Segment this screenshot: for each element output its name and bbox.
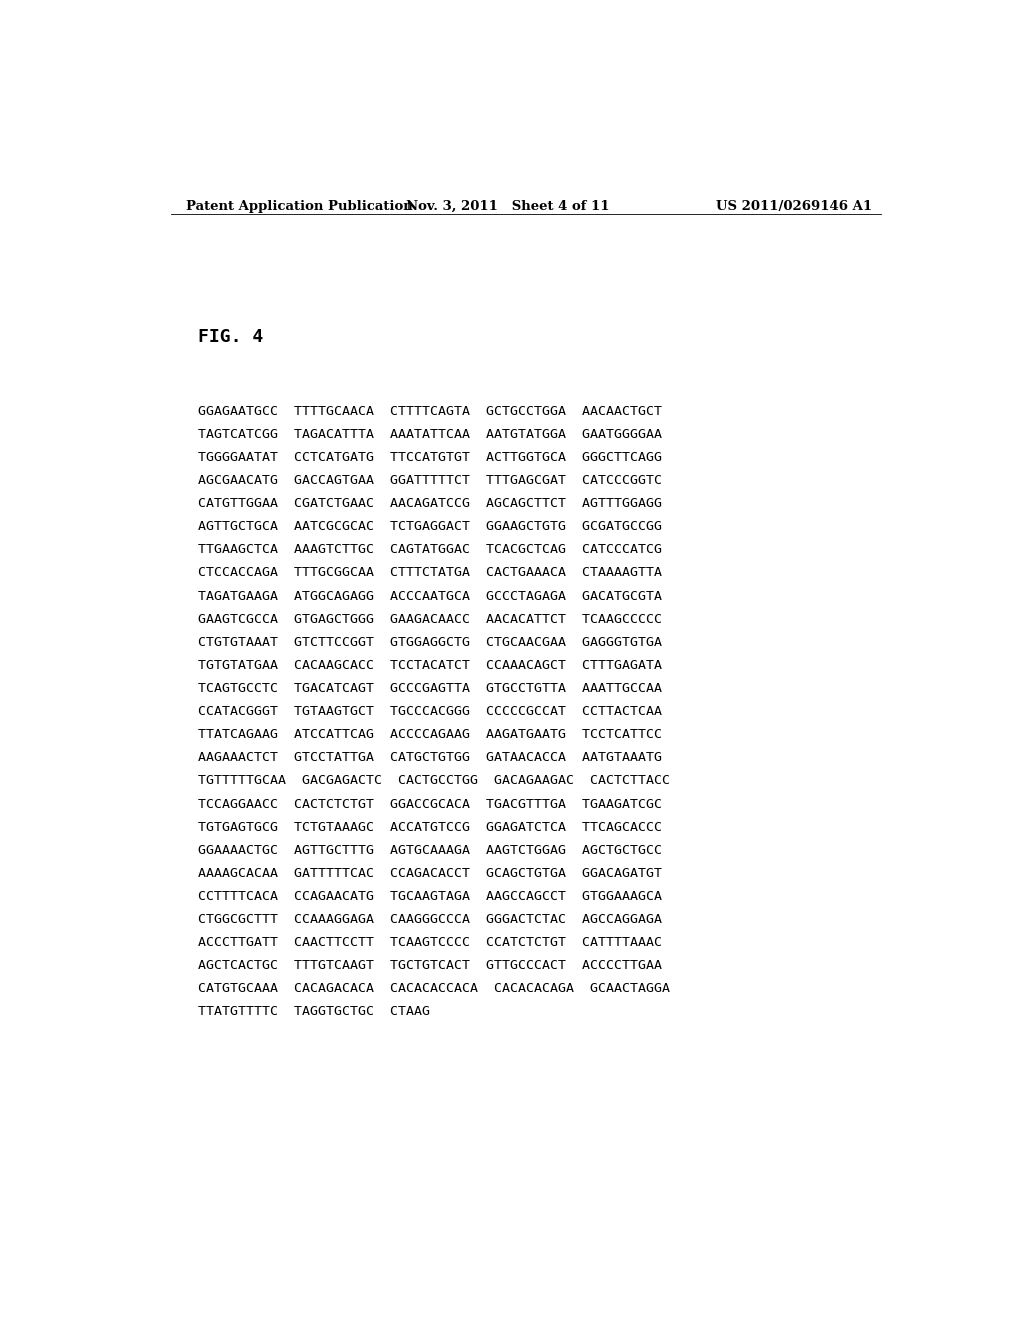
- Text: AGCGAACATG  GACCAGTGAA  GGATTTTTCT  TTTGAGCGAT  CATCCCGGTC: AGCGAACATG GACCAGTGAA GGATTTTTCT TTTGAGC…: [198, 474, 662, 487]
- Text: TCCAGGAACC  CACTCTCTGT  GGACCGCACA  TGACGTTTGA  TGAAGATCGC: TCCAGGAACC CACTCTCTGT GGACCGCACA TGACGTT…: [198, 797, 662, 810]
- Text: FIG. 4: FIG. 4: [198, 327, 263, 346]
- Text: CCTTTTCACA  CCAGAACATG  TGCAAGTAGA  AAGCCAGCCT  GTGGAAAGCA: CCTTTTCACA CCAGAACATG TGCAAGTAGA AAGCCAG…: [198, 890, 662, 903]
- Text: TGTGTATGAA  CACAAGCACC  TCCTACATCT  CCAAACAGCT  CTTTGAGATA: TGTGTATGAA CACAAGCACC TCCTACATCT CCAAACA…: [198, 659, 662, 672]
- Text: AAAAGCACAA  GATTTTTCAC  CCAGACACCT  GCAGCTGTGA  GGACAGATGT: AAAAGCACAA GATTTTTCAC CCAGACACCT GCAGCTG…: [198, 867, 662, 880]
- Text: AAGAAACTCT  GTCCTATTGA  CATGCTGTGG  GATAACACCA  AATGTAAATG: AAGAAACTCT GTCCTATTGA CATGCTGTGG GATAACA…: [198, 751, 662, 764]
- Text: AGTTGCTGCA  AATCGCGCAC  TCTGAGGACT  GGAAGCTGTG  GCGATGCCGG: AGTTGCTGCA AATCGCGCAC TCTGAGGACT GGAAGCT…: [198, 520, 662, 533]
- Text: TAGTCATCGG  TAGACATTTA  AAATATTCAA  AATGTATGGA  GAATGGGGAA: TAGTCATCGG TAGACATTTA AAATATTCAA AATGTAT…: [198, 428, 662, 441]
- Text: AGCTCACTGC  TTTGTCAAGT  TGCTGTCACT  GTTGCCCACT  ACCCCTTGAA: AGCTCACTGC TTTGTCAAGT TGCTGTCACT GTTGCCC…: [198, 960, 662, 973]
- Text: GGAGAATGCC  TTTTGCAACA  CTTTTCAGTA  GCTGCCTGGA  AACAACTGCT: GGAGAATGCC TTTTGCAACA CTTTTCAGTA GCTGCCT…: [198, 405, 662, 418]
- Text: TTGAAGCTCA  AAAGTCTTGC  CAGTATGGAC  TCACGCTCAG  CATCCCATCG: TTGAAGCTCA AAAGTCTTGC CAGTATGGAC TCACGCT…: [198, 544, 662, 557]
- Text: CTGGCGCTTT  CCAAAGGAGA  CAAGGGCCCA  GGGACTCTAC  AGCCAGGAGA: CTGGCGCTTT CCAAAGGAGA CAAGGGCCCA GGGACTC…: [198, 913, 662, 927]
- Text: CTGTGTAAAT  GTCTTCCGGT  GTGGAGGCTG  CTGCAACGAA  GAGGGTGTGA: CTGTGTAAAT GTCTTCCGGT GTGGAGGCTG CTGCAAC…: [198, 636, 662, 649]
- Text: TAGATGAAGA  ATGGCAGAGG  ACCCAATGCA  GCCCTAGAGA  GACATGCGTA: TAGATGAAGA ATGGCAGAGG ACCCAATGCA GCCCTAG…: [198, 590, 662, 603]
- Text: TGTTTTTGCAA  GACGAGACTC  CACTGCCTGG  GACAGAAGAC  CACTCTTACC: TGTTTTTGCAA GACGAGACTC CACTGCCTGG GACAGA…: [198, 775, 670, 788]
- Text: CATGTGCAAA  CACAGACACA  CACACACCACA  CACACACAGA  GCAACTAGGA: CATGTGCAAA CACAGACACA CACACACCACA CACACA…: [198, 982, 670, 995]
- Text: TGGGGAATAT  CCTCATGATG  TTCCATGTGT  ACTTGGTGCA  GGGCTTCAGG: TGGGGAATAT CCTCATGATG TTCCATGTGT ACTTGGT…: [198, 451, 662, 465]
- Text: Patent Application Publication: Patent Application Publication: [186, 199, 413, 213]
- Text: GAAGTCGCCA  GTGAGCTGGG  GAAGACAACC  AACACATTCT  TCAAGCCCCC: GAAGTCGCCA GTGAGCTGGG GAAGACAACC AACACAT…: [198, 612, 662, 626]
- Text: US 2011/0269146 A1: US 2011/0269146 A1: [716, 199, 872, 213]
- Text: CATGTTGGAA  CGATCTGAAC  AACAGATCCG  AGCAGCTTCT  AGTTTGGAGG: CATGTTGGAA CGATCTGAAC AACAGATCCG AGCAGCT…: [198, 498, 662, 511]
- Text: CTCCACCAGA  TTTGCGGCAA  CTTTCTATGA  CACTGAAACA  CTAAAAGTTA: CTCCACCAGA TTTGCGGCAA CTTTCTATGA CACTGAA…: [198, 566, 662, 579]
- Text: ACCCTTGATT  CAACTTCCTT  TCAAGTCCCC  CCATCTCTGT  CATTTTAAAC: ACCCTTGATT CAACTTCCTT TCAAGTCCCC CCATCTC…: [198, 936, 662, 949]
- Text: CCATACGGGT  TGTAAGTGCT  TGCCCACGGG  CCCCCGCCAT  CCTTACTCAA: CCATACGGGT TGTAAGTGCT TGCCCACGGG CCCCCGC…: [198, 705, 662, 718]
- Text: Nov. 3, 2011   Sheet 4 of 11: Nov. 3, 2011 Sheet 4 of 11: [406, 199, 609, 213]
- Text: TTATGTTTTC  TAGGTGCTGC  CTAAG: TTATGTTTTC TAGGTGCTGC CTAAG: [198, 1006, 430, 1019]
- Text: TGTGAGTGCG  TCTGTAAAGC  ACCATGTCCG  GGAGATCTCA  TTCAGCACCC: TGTGAGTGCG TCTGTAAAGC ACCATGTCCG GGAGATC…: [198, 821, 662, 834]
- Text: GGAAAACTGC  AGTTGCTTTG  AGTGCAAAGA  AAGTCTGGAG  AGCTGCTGCC: GGAAAACTGC AGTTGCTTTG AGTGCAAAGA AAGTCTG…: [198, 843, 662, 857]
- Text: TCAGTGCCTC  TGACATCAGT  GCCCGAGTTA  GTGCCTGTTA  AAATTGCCAA: TCAGTGCCTC TGACATCAGT GCCCGAGTTA GTGCCTG…: [198, 682, 662, 696]
- Text: TTATCAGAAG  ATCCATTCAG  ACCCCAGAAG  AAGATGAATG  TCCTCATTCC: TTATCAGAAG ATCCATTCAG ACCCCAGAAG AAGATGA…: [198, 729, 662, 742]
